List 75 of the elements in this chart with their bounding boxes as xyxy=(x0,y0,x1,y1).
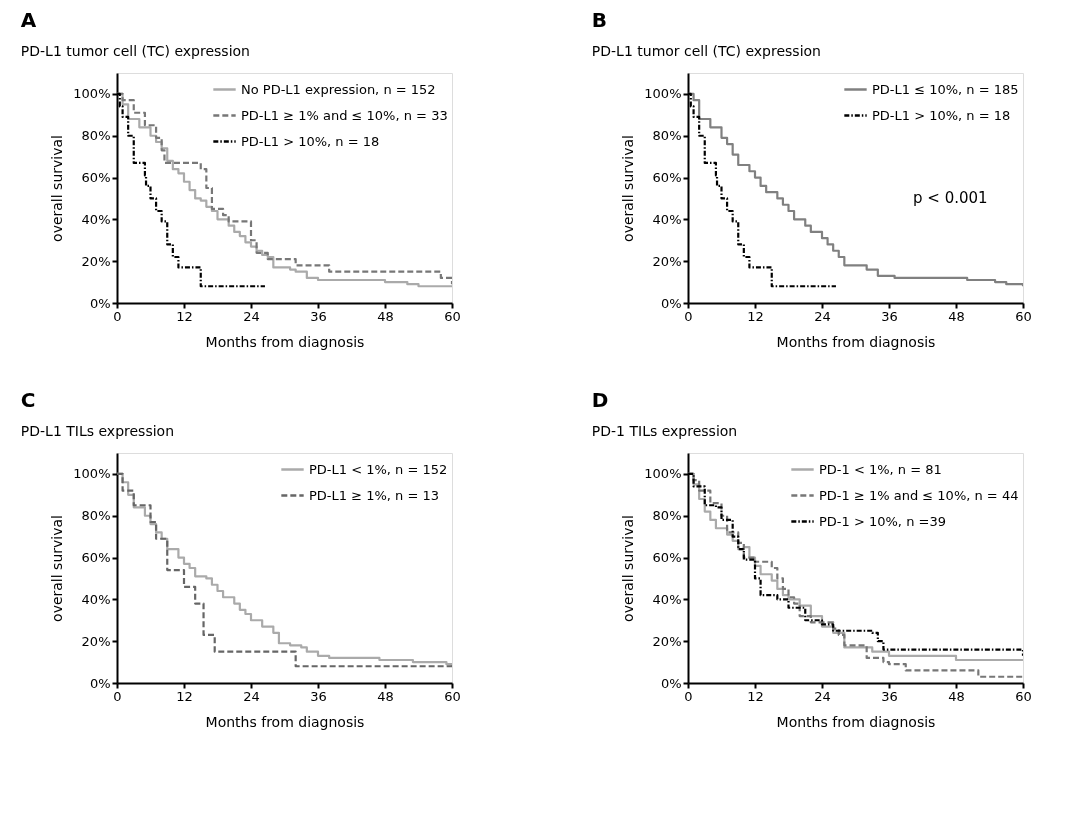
x-axis-title: Months from diagnosis xyxy=(776,713,936,730)
x-tick-label: 24 xyxy=(243,308,260,324)
y-tick-label: 80% xyxy=(81,508,111,524)
chart-subtitle: PD-L1 tumor cell (TC) expression xyxy=(20,43,250,59)
chart-title: D xyxy=(591,388,609,412)
chart-title: A xyxy=(20,8,37,32)
x-axis-title: Months from diagnosis xyxy=(776,333,936,350)
y-axis-title: overall survival xyxy=(49,135,66,242)
x-tick-label: 36 xyxy=(310,688,327,704)
annotation: p < 0.001 xyxy=(913,189,988,207)
legend-label: PD-1 ≥ 1% and ≤ 10%, n = 44 xyxy=(819,487,1019,503)
x-tick-label: 60 xyxy=(1015,688,1032,704)
x-tick-label: 48 xyxy=(377,688,394,704)
y-tick-label: 100% xyxy=(644,86,682,102)
y-tick-label: 60% xyxy=(81,550,111,566)
y-tick-label: 20% xyxy=(652,253,682,269)
x-axis-title: Months from diagnosis xyxy=(205,333,365,350)
y-tick-label: 20% xyxy=(81,633,111,649)
x-tick-label: 60 xyxy=(1015,308,1032,324)
y-tick-label: 100% xyxy=(73,86,111,102)
x-tick-label: 24 xyxy=(814,308,831,324)
y-tick-label: 60% xyxy=(652,170,682,186)
x-tick-label: 48 xyxy=(377,308,394,324)
chart-subtitle: PD-L1 TILs expression xyxy=(20,423,175,439)
x-tick-label: 48 xyxy=(948,688,965,704)
y-tick-label: 0% xyxy=(89,675,111,691)
chart-title: C xyxy=(20,388,36,412)
x-axis-title: Months from diagnosis xyxy=(205,713,365,730)
legend-label: No PD-L1 expression, n = 152 xyxy=(241,81,436,97)
x-tick-label: 12 xyxy=(176,688,193,704)
y-tick-label: 40% xyxy=(652,591,682,607)
x-tick-label: 24 xyxy=(814,688,831,704)
x-tick-label: 36 xyxy=(881,688,898,704)
legend-label: PD-1 < 1%, n = 81 xyxy=(819,461,942,477)
x-tick-label: 60 xyxy=(444,688,461,704)
y-tick-label: 0% xyxy=(660,675,682,691)
legend-label: PD-L1 > 10%, n = 18 xyxy=(241,133,380,149)
y-tick-label: 40% xyxy=(81,591,111,607)
x-tick-label: 0 xyxy=(684,688,693,704)
x-tick-label: 24 xyxy=(243,688,260,704)
y-axis-title: overall survival xyxy=(620,515,637,622)
y-tick-label: 20% xyxy=(652,633,682,649)
x-tick-label: 48 xyxy=(948,308,965,324)
legend-label: PD-L1 ≤ 10%, n = 185 xyxy=(872,81,1019,97)
y-tick-label: 100% xyxy=(73,466,111,482)
legend-label: PD-1 > 10%, n =39 xyxy=(819,513,946,529)
x-tick-label: 12 xyxy=(747,688,764,704)
y-tick-label: 60% xyxy=(81,170,111,186)
x-tick-label: 36 xyxy=(310,308,327,324)
y-tick-label: 0% xyxy=(89,295,111,311)
x-tick-label: 12 xyxy=(747,308,764,324)
x-tick-label: 0 xyxy=(684,308,693,324)
chart-subtitle: PD-1 TILs expression xyxy=(591,423,738,439)
legend-label: PD-L1 ≥ 1% and ≤ 10%, n = 33 xyxy=(241,107,448,123)
x-tick-label: 60 xyxy=(444,308,461,324)
x-tick-label: 0 xyxy=(113,308,122,324)
y-tick-label: 100% xyxy=(644,466,682,482)
legend-label: PD-L1 < 1%, n = 152 xyxy=(309,461,448,477)
chart-subtitle: PD-L1 tumor cell (TC) expression xyxy=(591,43,821,59)
x-tick-label: 36 xyxy=(881,308,898,324)
legend-label: PD-L1 > 10%, n = 18 xyxy=(872,107,1011,123)
y-axis-title: overall survival xyxy=(620,135,637,242)
y-tick-label: 80% xyxy=(81,128,111,144)
y-tick-label: 80% xyxy=(652,128,682,144)
y-tick-label: 20% xyxy=(81,253,111,269)
x-tick-label: 0 xyxy=(113,688,122,704)
y-tick-label: 80% xyxy=(652,508,682,524)
chart-title: B xyxy=(591,8,608,32)
y-tick-label: 40% xyxy=(81,211,111,227)
y-tick-label: 0% xyxy=(660,295,682,311)
y-tick-label: 40% xyxy=(652,211,682,227)
legend-label: PD-L1 ≥ 1%, n = 13 xyxy=(309,487,440,503)
y-axis-title: overall survival xyxy=(49,515,66,622)
y-tick-label: 60% xyxy=(652,550,682,566)
x-tick-label: 12 xyxy=(176,308,193,324)
